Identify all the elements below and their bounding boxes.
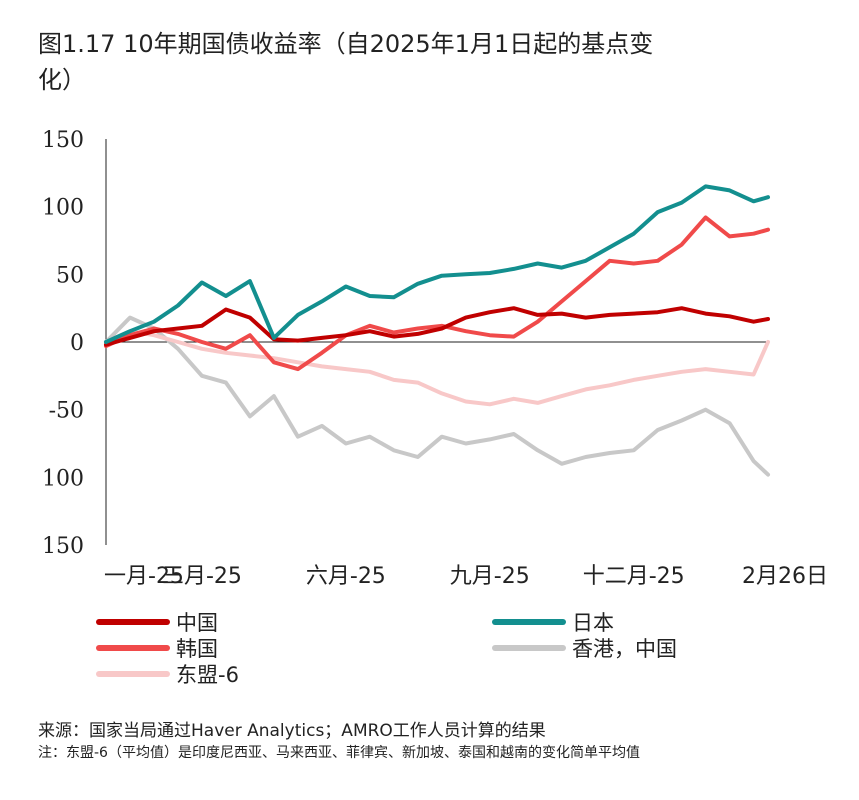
legend-swatch-asean6 xyxy=(96,671,170,677)
series-line-1 xyxy=(104,184,770,344)
x-tick-label: 六月-25 xyxy=(306,564,386,589)
series-line-2 xyxy=(104,215,770,372)
x-tick-label: 十二月-25 xyxy=(583,564,685,589)
x-tick-label: 2月26日 xyxy=(742,564,828,589)
legend-swatch-korea xyxy=(96,645,170,651)
series-line-4 xyxy=(104,329,770,407)
legend-label-china: 中国 xyxy=(176,611,218,635)
series-line-0 xyxy=(104,306,770,347)
x-tick-label: 九月-25 xyxy=(450,564,530,589)
legend-item-japan: 日本 xyxy=(492,607,614,637)
legend-item-china: 中国 xyxy=(96,607,218,637)
x-tick-label: 三月-25 xyxy=(162,564,242,589)
legend-label-hongkong: 香港，中国 xyxy=(572,637,677,661)
chart-title: 图1.17 10年期国债收益率（自2025年1月1日起的基点变化） xyxy=(38,30,654,94)
legend-swatch-china xyxy=(96,619,170,625)
y-tick-label: 0 xyxy=(70,331,84,356)
legend-item-asean6: 东盟-6 xyxy=(96,659,239,689)
series-line-3 xyxy=(104,315,770,477)
note-text: 注：东盟-6（平均值）是印度尼西亚、马来西亚、菲律宾、新加坡、泰国和越南的变化简… xyxy=(38,745,640,761)
x-tick-label: 一月-25 xyxy=(104,564,184,589)
legend-swatch-hongkong xyxy=(492,645,566,651)
legend-label-japan: 日本 xyxy=(572,611,614,635)
y-tick-label: 100 xyxy=(42,196,84,221)
legend-label-asean6: 东盟-6 xyxy=(176,663,239,687)
legend-item-hongkong: 香港，中国 xyxy=(492,633,677,663)
legend-item-korea: 韩国 xyxy=(96,633,218,663)
legend-swatch-japan xyxy=(492,619,566,625)
series-lines xyxy=(104,184,770,477)
y-tick-label: 150 xyxy=(42,534,84,559)
y-tick-label: 100 xyxy=(42,466,84,491)
y-tick-label: 150 xyxy=(42,128,84,153)
legend-label-korea: 韩国 xyxy=(176,637,218,661)
y-axis-ticks: 150 100 50 0 -50 100 150 xyxy=(42,128,84,559)
source-text: 来源：国家当局通过Haver Analytics；AMRO工作人员计算的结果 xyxy=(38,721,546,741)
y-tick-label: -50 xyxy=(49,399,84,424)
y-tick-label: 50 xyxy=(56,263,84,288)
